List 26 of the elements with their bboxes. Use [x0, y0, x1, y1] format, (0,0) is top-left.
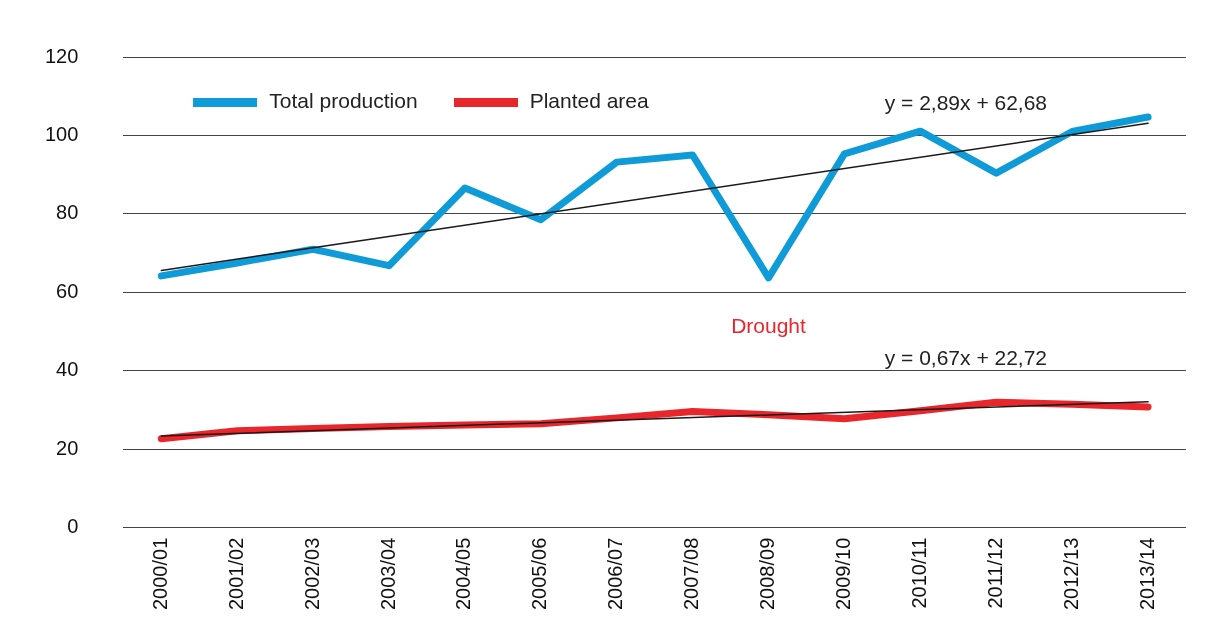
legend-label: Total production — [268, 89, 418, 113]
x-tick-label: 2007/08 — [680, 537, 703, 610]
x-tick-label: 2012/13 — [1059, 537, 1082, 610]
x-tick-label: 2001/02 — [224, 537, 247, 610]
x-tick-label: 2006/07 — [604, 537, 627, 610]
x-tick-label: 2013/14 — [1135, 537, 1158, 610]
x-tick-label: 2011/12 — [983, 537, 1006, 609]
x-tick-label: 2000/01 — [148, 537, 171, 610]
annotation: y = 0,67x + 22,72 — [884, 345, 1048, 369]
x-tick-label: 2002/03 — [300, 537, 323, 610]
annotation: y = 2,89x + 62,68 — [884, 90, 1048, 114]
y-tick-label: 40 — [56, 358, 79, 381]
x-tick-label: 2008/09 — [756, 537, 779, 610]
y-tick-label: 20 — [56, 436, 79, 459]
annotation: Drought — [731, 314, 807, 338]
x-tick-label: 2003/04 — [376, 537, 399, 610]
x-tick-label: 2004/05 — [452, 537, 475, 610]
y-tick-label: 100 — [44, 122, 79, 145]
x-tick-label: 2009/10 — [831, 537, 854, 610]
y-tick-label: 60 — [56, 279, 79, 302]
x-tick-label: 2010/11 — [907, 537, 930, 609]
y-tick-label: 120 — [44, 44, 79, 67]
y-tick-label: 80 — [56, 201, 79, 224]
y-tick-label: 0 — [67, 515, 79, 538]
x-tick-label: 2005/06 — [528, 537, 551, 610]
legend-label: Planted area — [528, 89, 649, 113]
